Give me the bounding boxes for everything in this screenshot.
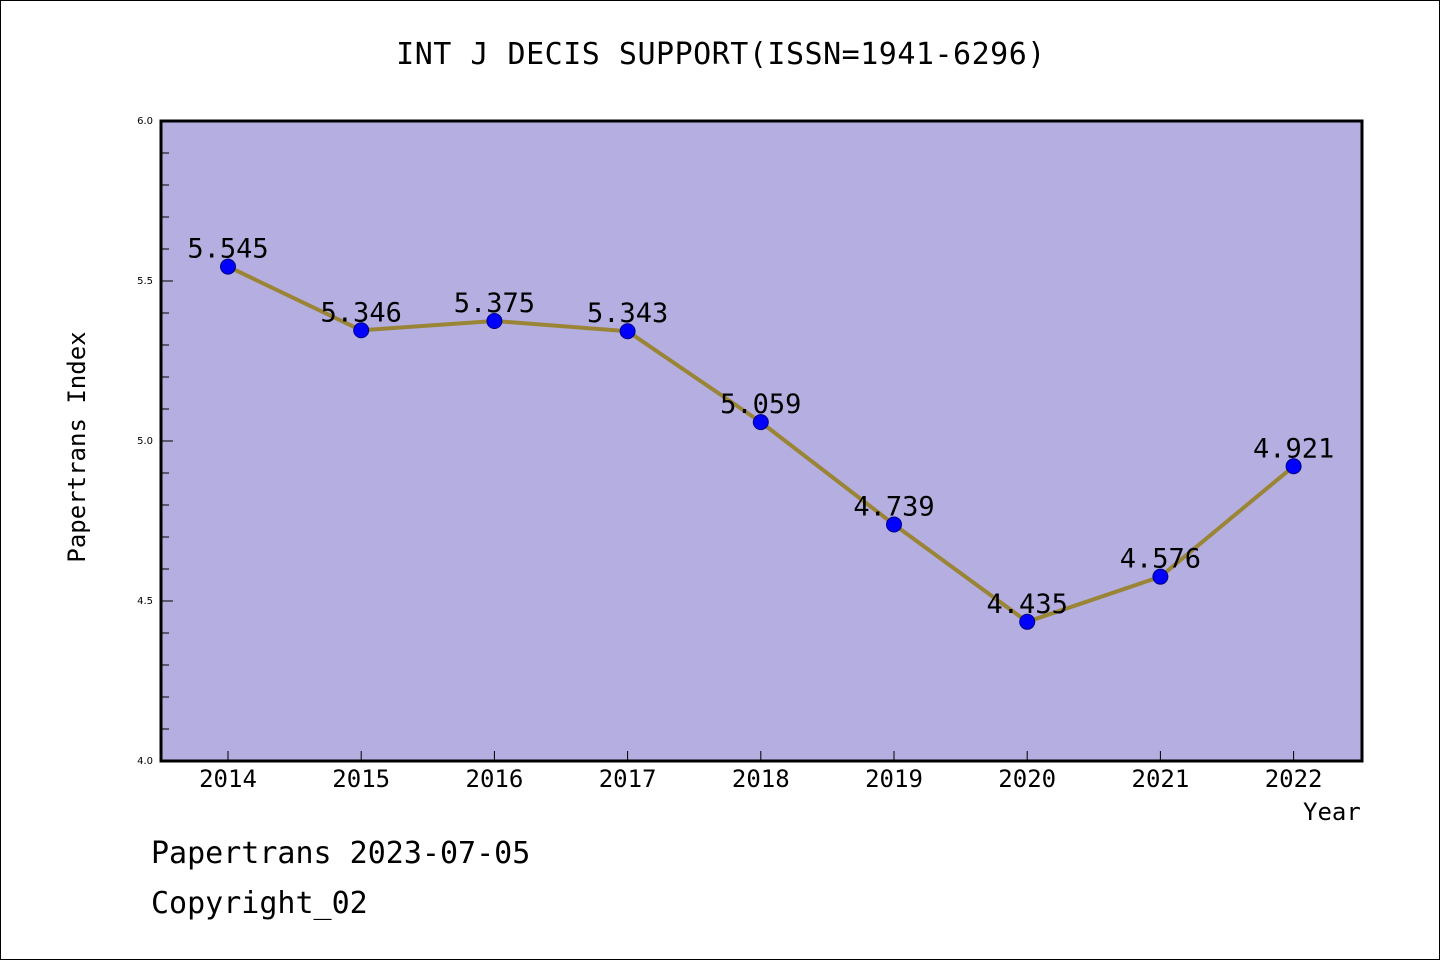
x-tick-label: 2015 bbox=[332, 765, 390, 793]
data-label: 5.375 bbox=[454, 288, 535, 319]
x-tick-label: 2018 bbox=[732, 765, 790, 793]
x-axis-label: Year bbox=[1303, 798, 1361, 826]
y-tick-label: 5.0 bbox=[137, 436, 153, 447]
footer-copyright: Copyright_02 bbox=[151, 886, 368, 921]
x-tick-label: 2017 bbox=[599, 765, 657, 793]
data-point-marker bbox=[752, 414, 769, 431]
data-labels: 5.545 5.346 5.375 5.343 5.059 4.739 4.435 4.576… bbox=[187, 234, 1334, 620]
x-tick-label: 2020 bbox=[998, 765, 1056, 793]
data-label: 4.576 bbox=[1120, 544, 1201, 575]
data-point-marker bbox=[220, 258, 236, 275]
data-point-marker bbox=[1019, 613, 1036, 630]
chart-title: INT J DECIS SUPPORT(ISSN=1941-6296) bbox=[396, 37, 1046, 72]
data-point-marker bbox=[619, 323, 636, 340]
data-point-marker bbox=[1285, 458, 1302, 475]
data-label: 4.921 bbox=[1253, 433, 1334, 464]
plot-background bbox=[161, 121, 1362, 761]
series-markers bbox=[220, 258, 1302, 630]
x-tick-label: 2021 bbox=[1132, 765, 1190, 793]
y-axis-label: Papertrans Index bbox=[63, 331, 91, 563]
plot-frame bbox=[159, 119, 1364, 763]
footer-date: Papertrans 2023-07-05 bbox=[151, 836, 531, 871]
data-label: 5.545 bbox=[187, 234, 268, 265]
data-point-marker bbox=[486, 313, 503, 329]
y-tick-label: 4.5 bbox=[137, 596, 153, 607]
data-point-marker bbox=[886, 516, 902, 533]
data-label: 4.739 bbox=[853, 492, 934, 523]
data-point-marker bbox=[353, 322, 370, 339]
x-tick-label: 2014 bbox=[199, 765, 257, 793]
x-tick-label: 2019 bbox=[865, 765, 923, 793]
data-point-marker bbox=[1152, 568, 1169, 585]
y-tick-label: 6.0 bbox=[137, 116, 153, 127]
data-label: 5.059 bbox=[720, 389, 801, 420]
x-tick-label: 2016 bbox=[466, 765, 524, 793]
y-tick-label: 4.0 bbox=[137, 756, 153, 767]
data-label: 5.346 bbox=[321, 297, 402, 328]
x-tick-label: 2022 bbox=[1265, 765, 1323, 793]
data-label: 4.435 bbox=[987, 589, 1068, 620]
axis-ticks: 4.0 4.5 5.0 5.5 6.0 2014 2015 2016 2017 2018 2019 2… bbox=[137, 116, 1322, 793]
data-label: 5.343 bbox=[587, 298, 668, 329]
y-tick-label: 5.5 bbox=[137, 276, 153, 287]
